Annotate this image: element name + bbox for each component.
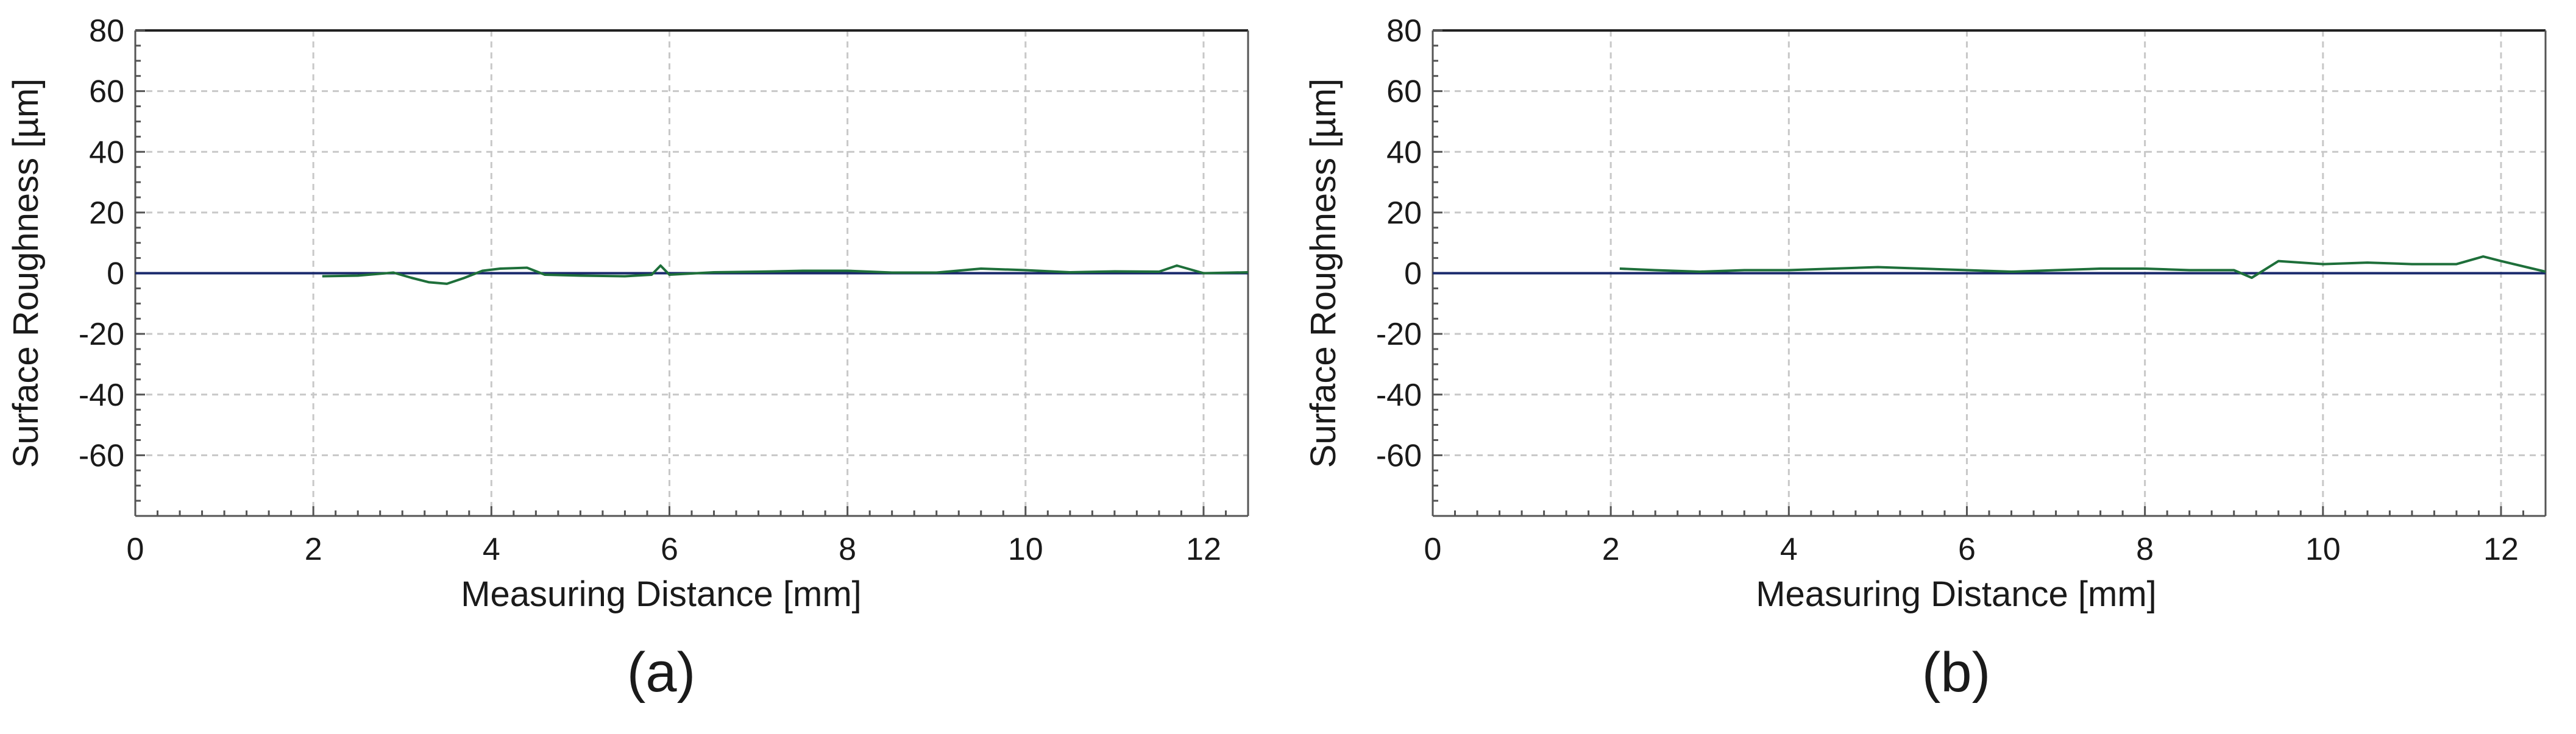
x-tick-label: 6 — [1958, 532, 1976, 567]
y-tick-label: 40 — [1386, 135, 1422, 170]
roughness-profile-line — [1619, 255, 2546, 279]
x-tick-label: 4 — [1780, 532, 1798, 567]
y-tick-label: 60 — [1386, 74, 1422, 110]
panel-b: 0 2 4 6 8 10 12 80 60 40 20 0 -20 -40 -60 Measuring Dis… — [1304, 13, 2547, 704]
x-tick-label: 6 — [661, 532, 678, 567]
y-tick-label: 20 — [1386, 196, 1422, 231]
y-tick-label: -40 — [1376, 378, 1422, 413]
x-tick-label: 12 — [2483, 532, 2519, 567]
x-axis-title: Measuring Distance [mm] — [1756, 574, 2157, 614]
panel-a: 0 2 4 6 8 10 12 80 60 40 20 0 -20 -40 -60 Measuring Dis… — [6, 13, 1249, 704]
y-tick-label: -60 — [1376, 438, 1422, 473]
x-tick-label: 10 — [2305, 532, 2341, 567]
y-axis-title: Surface Roughness [µm] — [6, 79, 46, 468]
x-tick-label: 12 — [1186, 532, 1221, 567]
y-tick-label: -20 — [79, 317, 124, 352]
x-tick-label: 2 — [305, 532, 322, 567]
y-tick-label: 60 — [89, 74, 124, 110]
y-tick-label: -60 — [79, 438, 124, 473]
y-tick-label: 0 — [1404, 256, 1422, 292]
x-tick-label: 0 — [127, 532, 144, 567]
y-tick-label: 80 — [89, 13, 124, 49]
y-tick-label: 20 — [89, 196, 124, 231]
panel-label: (a) — [627, 641, 695, 704]
y-tick-label: -20 — [1376, 317, 1422, 352]
y-axis-title: Surface Roughness [µm] — [1304, 79, 1343, 468]
x-tick-label: 0 — [1424, 532, 1442, 567]
x-tick-label: 4 — [483, 532, 500, 567]
x-tick-label: 2 — [1602, 532, 1620, 567]
x-tick-label: 8 — [839, 532, 856, 567]
x-tick-label: 8 — [2136, 532, 2154, 567]
x-tick-label: 10 — [1008, 532, 1043, 567]
y-tick-label: -40 — [79, 378, 124, 413]
panel-label: (b) — [1922, 641, 1990, 704]
x-axis-title: Measuring Distance [mm] — [461, 574, 862, 614]
roughness-profile-line — [322, 264, 1249, 285]
y-tick-label: 40 — [89, 135, 124, 170]
y-tick-label: 80 — [1386, 13, 1422, 49]
y-tick-label: 0 — [107, 256, 124, 292]
